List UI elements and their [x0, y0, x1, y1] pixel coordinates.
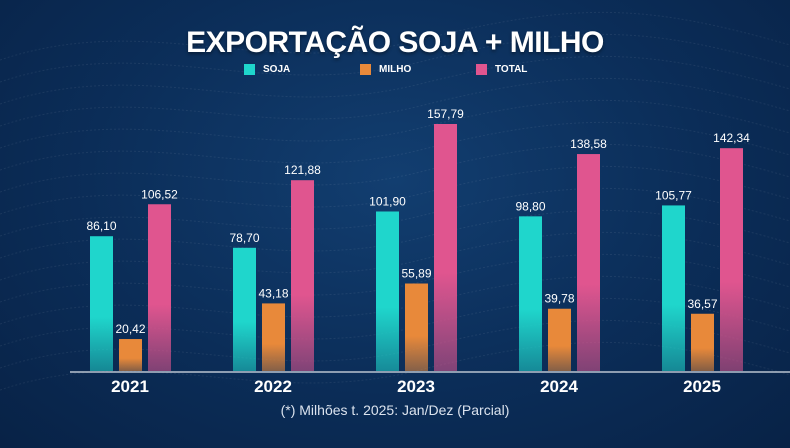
legend-swatch-soja	[244, 64, 255, 75]
bar-total-2024	[577, 154, 600, 371]
x-tick-label-2021: 2021	[111, 377, 149, 396]
bar-soja-2024	[519, 216, 542, 371]
background-wave-line	[0, 187, 790, 237]
data-label-soja-2025: 105,77	[655, 188, 692, 202]
legend-label-soja: SOJA	[263, 64, 291, 75]
legend-label-total: TOTAL	[495, 64, 528, 75]
data-label-milho-2024: 39,78	[544, 292, 574, 306]
x-tick-label-2025: 2025	[683, 377, 721, 396]
background-wave-line	[0, 55, 790, 105]
legend-swatch-total	[476, 64, 487, 75]
x-tick-label-2024: 2024	[540, 377, 578, 396]
data-label-soja-2024: 98,80	[515, 199, 545, 213]
background-wave-line	[0, 165, 790, 215]
bar-total-2021	[148, 204, 171, 371]
bar-total-2023	[434, 124, 457, 371]
bar-milho-2024	[548, 308, 571, 371]
data-label-total-2022: 121,88	[284, 163, 321, 177]
background-wave-line	[0, 33, 790, 83]
data-label-milho-2023: 55,89	[401, 267, 431, 281]
bar-total-2022	[291, 180, 314, 371]
legend-item-soja: SOJA	[244, 64, 314, 75]
bar-total-2025	[720, 148, 743, 371]
legend-swatch-milho	[360, 64, 371, 75]
bar-soja-2025	[662, 205, 685, 371]
background-wave-line	[0, 143, 790, 193]
data-label-soja-2022: 78,70	[229, 231, 259, 245]
data-label-total-2024: 138,58	[570, 137, 607, 151]
footnote: (*) Milhões t. 2025: Jan/Dez (Parcial)	[280, 402, 510, 418]
data-label-soja-2023: 101,90	[369, 194, 406, 208]
x-tick-label-2022: 2022	[254, 377, 292, 396]
chart-title: EXPORTAÇÃO SOJA + MILHO	[186, 26, 604, 59]
data-label-soja-2021: 86,10	[86, 219, 116, 233]
bar-soja-2022	[233, 247, 256, 371]
data-label-milho-2025: 36,57	[687, 297, 717, 311]
bar-milho-2022	[262, 303, 285, 371]
x-tick-label-2023: 2023	[397, 377, 435, 396]
bar-milho-2025	[691, 313, 714, 371]
background-wave-line	[0, 11, 790, 61]
bar-soja-2023	[376, 211, 399, 371]
bar-milho-2021	[119, 339, 142, 371]
data-label-total-2023: 157,79	[427, 107, 464, 121]
background-wave-line	[0, 99, 790, 149]
legend: SOJA MILHO TOTAL	[0, 64, 790, 75]
legend-item-total: TOTAL	[476, 64, 546, 75]
data-label-total-2025: 142,34	[713, 131, 750, 145]
bar-soja-2021	[90, 236, 113, 371]
data-label-milho-2021: 20,42	[115, 322, 145, 336]
background-wave-line	[0, 77, 790, 127]
legend-label-milho: MILHO	[379, 64, 412, 75]
legend-item-milho: MILHO	[360, 64, 430, 75]
bar-milho-2023	[405, 283, 428, 371]
background-wave-line	[0, 121, 790, 171]
data-label-milho-2022: 43,18	[258, 286, 288, 300]
data-label-total-2021: 106,52	[141, 187, 178, 201]
